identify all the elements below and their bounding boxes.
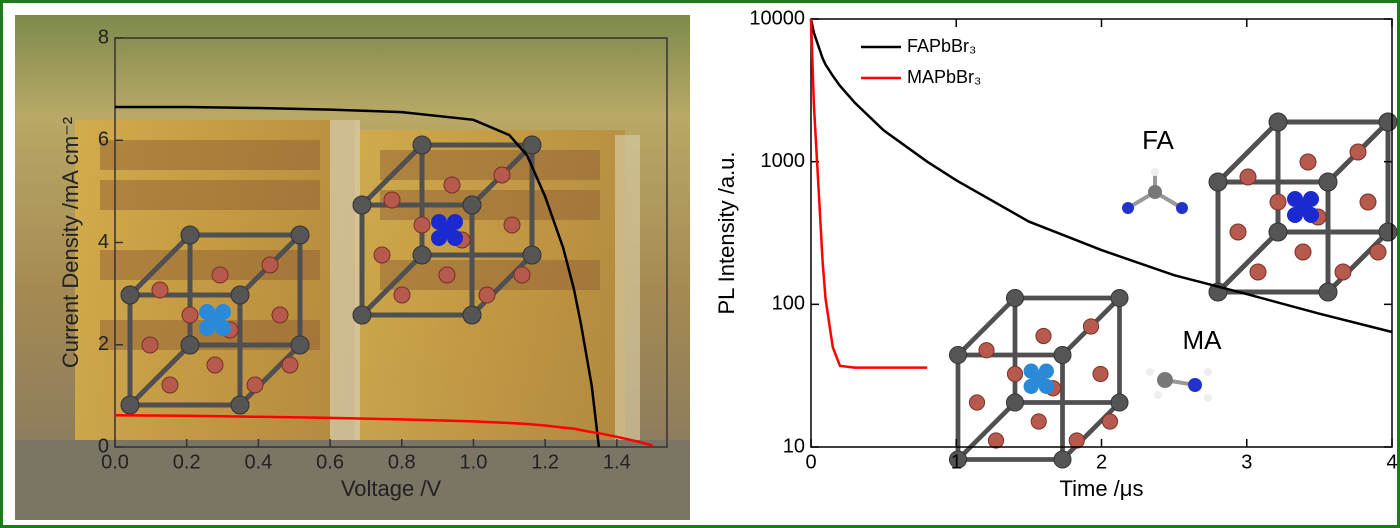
x-tick-label: 4 [1386, 451, 1397, 473]
series-line [809, 18, 1393, 334]
x-tick-label: 1.0 [460, 451, 488, 473]
y-axis-label: Current Density /mA cm⁻² [58, 117, 83, 368]
annotation: FA [1142, 125, 1174, 155]
y-tick-label: 1000 [761, 150, 806, 172]
ma-molecule [1146, 368, 1212, 402]
x-axis-label: Time /μs [1060, 476, 1144, 501]
y-axis-label: PL Intensity /a.u. [714, 151, 739, 314]
annotation: MA [1183, 325, 1223, 355]
x-tick-label: 0.2 [173, 451, 201, 473]
series-line [115, 105, 601, 448]
fa-molecule [1122, 168, 1188, 214]
y-tick-label: 6 [98, 129, 109, 151]
x-tick-label: 0.4 [244, 451, 272, 473]
legend-label: FAPbBr₃ [907, 36, 976, 56]
x-tick-label: 0.6 [316, 451, 344, 473]
series-line [114, 414, 654, 447]
y-tick-label: 4 [98, 231, 109, 253]
legend-label: MAPbBr₃ [907, 67, 981, 87]
y-tick-label: 10 [783, 435, 805, 457]
x-tick-label: 1.4 [603, 451, 631, 473]
x-tick-label: 0.0 [101, 451, 129, 473]
photo [15, 15, 690, 520]
y-tick-label: 10000 [749, 7, 805, 29]
series-line [809, 18, 928, 369]
x-tick-label: 2 [1096, 451, 1107, 473]
y-tick-label: 8 [98, 26, 109, 48]
crystal-fa-right [1209, 113, 1397, 301]
x-tick-label: 1 [951, 451, 962, 473]
x-axis-label: Voltage /V [341, 476, 442, 501]
x-tick-label: 0 [805, 451, 816, 473]
x-tick-label: 3 [1241, 451, 1252, 473]
y-tick-label: 2 [98, 333, 109, 355]
x-tick-label: 0.8 [388, 451, 416, 473]
y-tick-label: 0 [98, 435, 109, 457]
x-tick-label: 1.2 [531, 451, 559, 473]
y-tick-label: 100 [772, 293, 805, 315]
